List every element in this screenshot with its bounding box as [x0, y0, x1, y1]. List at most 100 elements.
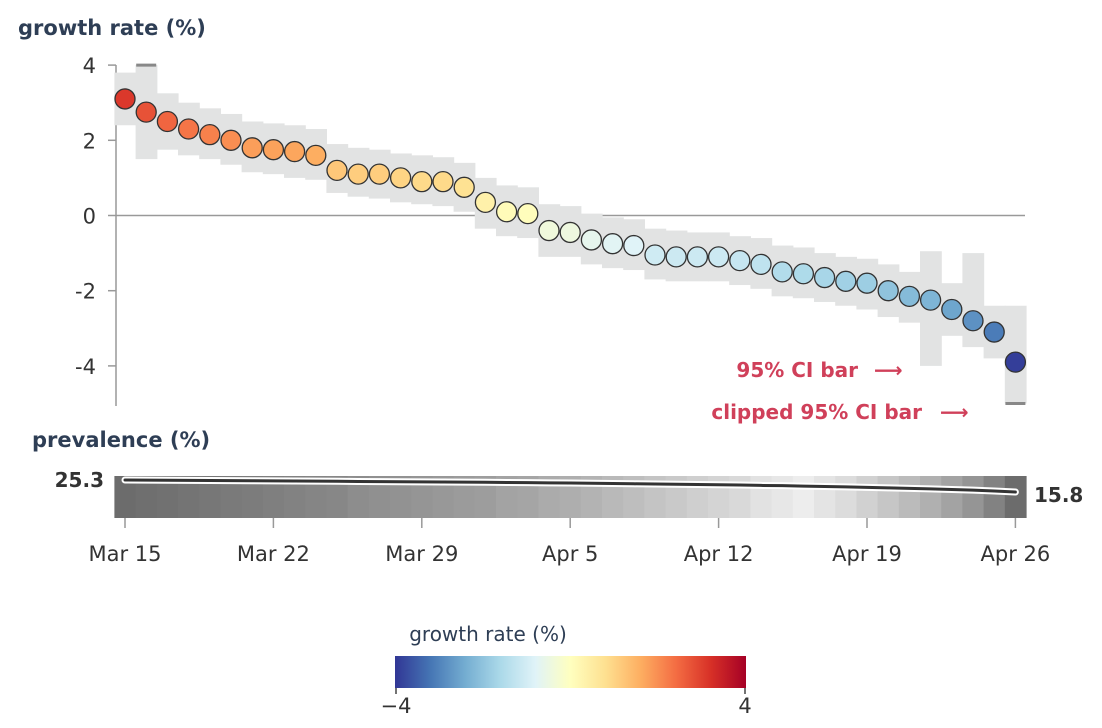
x-tick-label: Mar 22 [237, 542, 310, 566]
growth-point-apr-16 [792, 263, 815, 285]
growth-point-mar-31 [453, 176, 475, 198]
x-tick-label: Apr 5 [542, 542, 598, 566]
prevalence-cell [792, 476, 815, 518]
prevalence-cell [835, 476, 857, 518]
prevalence-cell [390, 476, 412, 518]
y-tick-label: 4 [83, 54, 96, 78]
prevalence-cell [983, 476, 1006, 518]
prevalence-cell [962, 476, 985, 518]
growth-point-mar-22 [262, 139, 285, 161]
growth-point-mar-16 [135, 101, 157, 123]
prevalence-cell [305, 476, 327, 518]
growth-point-apr-12 [707, 246, 730, 268]
annotation-clipped-ci-bar-arrow: ⟶ [940, 400, 969, 424]
prevalence-cell [114, 476, 137, 518]
prevalence-cell [135, 476, 158, 518]
growth-point-apr-17 [813, 266, 836, 289]
growth-point-mar-30 [432, 171, 454, 193]
prevalence-cell [262, 476, 285, 518]
prevalence-cell [1004, 476, 1027, 518]
growth-rate-points [114, 88, 1027, 373]
legend-color-bar [395, 656, 746, 688]
prevalence-strip [114, 476, 1027, 518]
clipped-ci-markers [136, 63, 1026, 405]
growth-point-apr-5 [559, 221, 581, 244]
growth-point-mar-19 [199, 124, 221, 146]
prevalence-cell [496, 476, 518, 518]
growth-point-mar-17 [156, 110, 179, 133]
growth-point-apr-15 [771, 261, 793, 283]
growth-point-apr-1 [474, 191, 497, 213]
ci-band-apr-24 [962, 253, 985, 348]
prevalence-cell [856, 476, 879, 518]
prevalence-cell [877, 476, 900, 518]
growth-point-apr-22 [919, 289, 942, 311]
prevalence-cell [156, 476, 179, 518]
growth-point-mar-29 [411, 171, 433, 193]
growth-point-apr-3 [517, 202, 539, 225]
prevalence-title: prevalence (%) [32, 428, 210, 452]
annotation-ci-bar-arrow: ⟶ [874, 358, 903, 382]
growth-point-apr-26 [1004, 351, 1027, 373]
prevalence-cell [814, 476, 836, 518]
growth-point-mar-28 [389, 167, 412, 189]
growth-point-mar-25 [326, 159, 348, 182]
growth-point-mar-20 [220, 129, 242, 151]
growth-point-apr-11 [686, 246, 709, 268]
prevalence-line [123, 478, 1017, 494]
prevalence-cell [284, 476, 306, 518]
growth-point-mar-18 [177, 118, 200, 140]
growth-point-apr-25 [983, 321, 1005, 343]
prevalence-cell [178, 476, 200, 518]
annotation-ci-bar: 95% CI bar [736, 358, 858, 382]
y-tick-label: 0 [83, 205, 96, 229]
prevalence-cell [898, 476, 921, 518]
growth-point-mar-23 [283, 140, 306, 163]
prevalence-cell [453, 476, 476, 518]
growth-point-apr-23 [941, 298, 963, 321]
legend-title: growth rate (%) [409, 622, 567, 646]
growth-point-mar-26 [347, 163, 369, 185]
x-tick-label: Apr 19 [832, 542, 902, 566]
x-tick-label: Apr 26 [981, 542, 1051, 566]
growth-point-mar-15 [114, 88, 136, 110]
growth-point-apr-2 [495, 201, 518, 223]
x-tick-label: Mar 29 [385, 542, 458, 566]
prevalence-cell [538, 476, 561, 518]
growth-point-apr-9 [644, 244, 666, 266]
y-axis-ticks: 4 2 0 -2 -4 [75, 54, 116, 379]
prevalence-cell [411, 476, 433, 518]
x-axis-ticks: Mar 15 Mar 22 Mar 29 Apr 5 Apr 12 Apr 19 Apr 2… [88, 518, 1050, 566]
growth-point-apr-24 [962, 310, 984, 332]
x-tick-label: Mar 15 [88, 542, 161, 566]
growth-point-apr-10 [665, 246, 687, 268]
prevalence-cell [241, 476, 264, 518]
growth-point-apr-13 [729, 249, 751, 272]
prevalence-cell [941, 476, 963, 518]
growth-point-apr-7 [601, 233, 624, 255]
growth-point-apr-20 [877, 280, 899, 302]
growth-point-mar-24 [305, 144, 327, 166]
annotation-clipped-ci-bar: clipped 95% CI bar [711, 400, 922, 424]
legend-min-label: −4 [381, 694, 412, 718]
growth-point-apr-6 [580, 229, 603, 251]
prevalence-cell [220, 476, 243, 518]
legend-max-label: 4 [738, 694, 751, 718]
y-tick-label: -2 [75, 280, 96, 304]
growth-point-mar-21 [241, 137, 263, 159]
growth-point-apr-21 [898, 285, 921, 307]
prevalence-cell [474, 476, 497, 518]
y-axis-title: growth rate (%) [18, 16, 206, 40]
y-tick-label: 2 [83, 129, 96, 153]
prevalence-cell [432, 476, 455, 518]
x-tick-label: Apr 12 [684, 542, 754, 566]
prevalence-cell [199, 476, 221, 518]
growth-point-apr-8 [623, 234, 645, 257]
prevalence-start-label: 25.3 [55, 468, 104, 492]
y-tick-label: -4 [75, 355, 96, 379]
growth-point-apr-18 [835, 270, 857, 292]
growth-point-apr-4 [538, 219, 560, 242]
prevalence-cell [517, 476, 539, 518]
prevalence-end-label: 15.8 [1034, 483, 1083, 507]
